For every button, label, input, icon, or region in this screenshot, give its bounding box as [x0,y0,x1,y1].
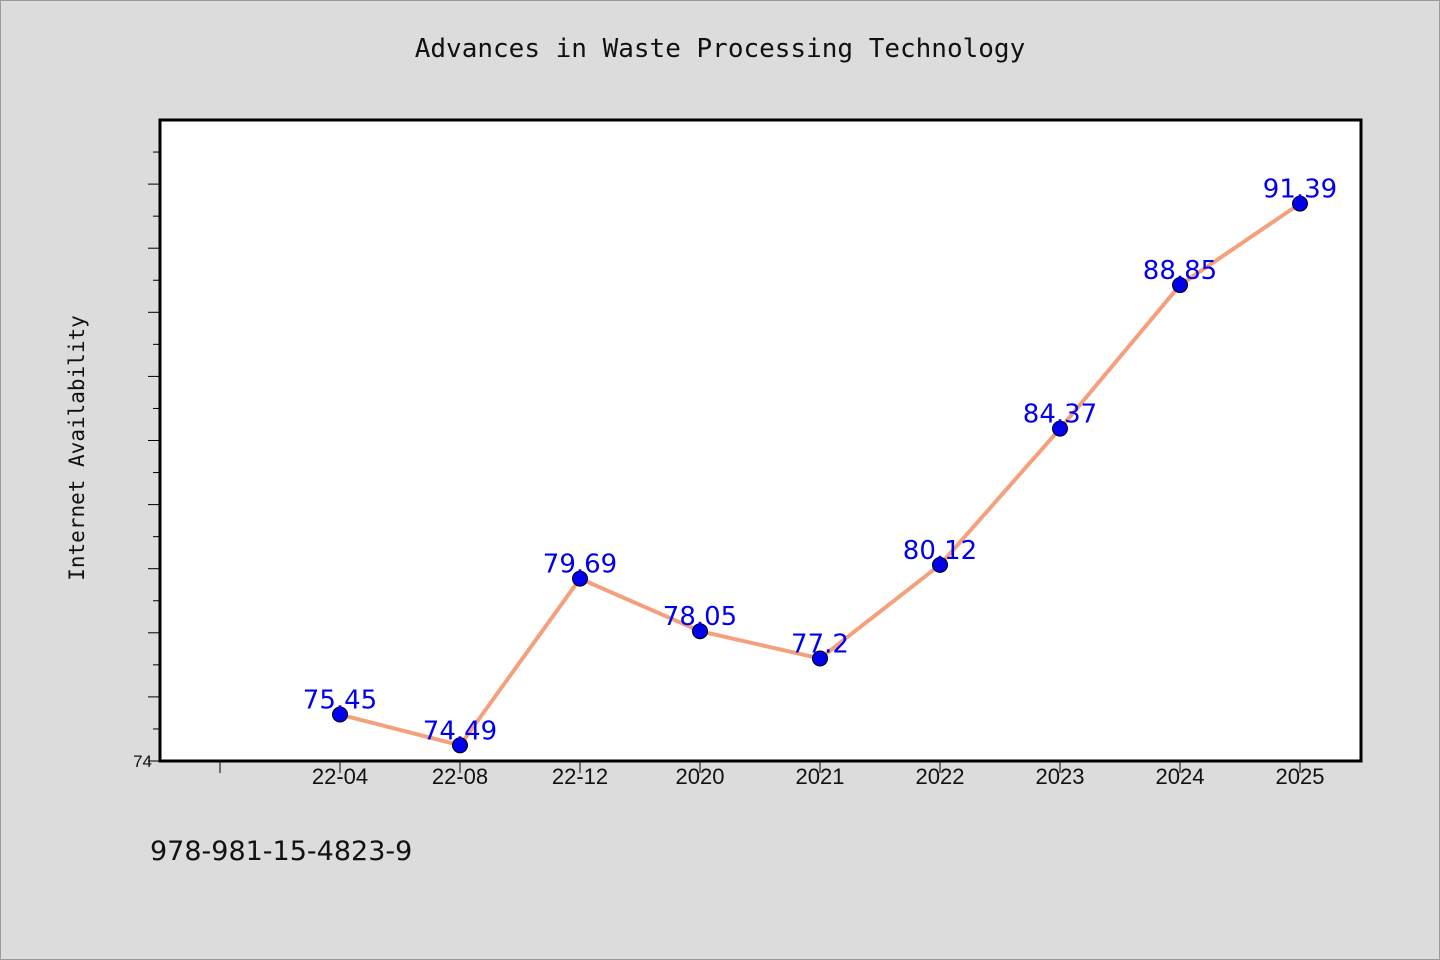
data-point [692,623,708,640]
data-label: 79.69 [543,550,617,580]
data-label: 74.49 [423,716,497,746]
data-label: 80.12 [903,536,977,566]
data-point [932,556,948,573]
data-label: 91.39 [1263,175,1337,205]
x-tick-label: 2021 [796,764,845,789]
data-point [1292,195,1308,212]
data-point [572,570,588,587]
x-tick-label: 22-08 [432,764,488,789]
x-tick-label: 2025 [1276,764,1325,789]
x-tick-label: 2022 [916,764,965,789]
data-point [812,650,828,667]
data-label: 78.05 [663,602,737,632]
x-tick-label: 2023 [1036,764,1085,789]
y-tick-label: 74 [133,752,152,771]
x-tick-label: 2024 [1156,764,1205,789]
data-point [332,706,348,723]
data-point [1052,420,1068,437]
x-axis-ticks: 22-04 22-08 22-12 2020 2021 2022 2023 2024 2025 [219,761,1325,789]
isbn-annotation: 978-981-15-4823-9 [150,836,413,867]
x-tick-label: 2020 [676,764,725,789]
plot-area [158,118,1363,763]
x-tick-label: 22-12 [552,764,608,789]
x-tick-label: 22-04 [312,764,368,789]
data-label: 88.85 [1143,256,1217,286]
data-point [452,737,468,754]
series-group: 75.45 74.49 79.69 78.05 77.2 80.12 84.37 88.85 9… [303,175,1337,754]
data-label: 84.37 [1023,400,1097,430]
data-label: 77.2 [791,629,849,659]
data-label: 75.45 [303,686,377,716]
y-axis-ticks: 74 [133,151,160,771]
chart-title: Advances in Waste Processing Technology [414,34,1026,64]
data-point [1172,277,1188,294]
